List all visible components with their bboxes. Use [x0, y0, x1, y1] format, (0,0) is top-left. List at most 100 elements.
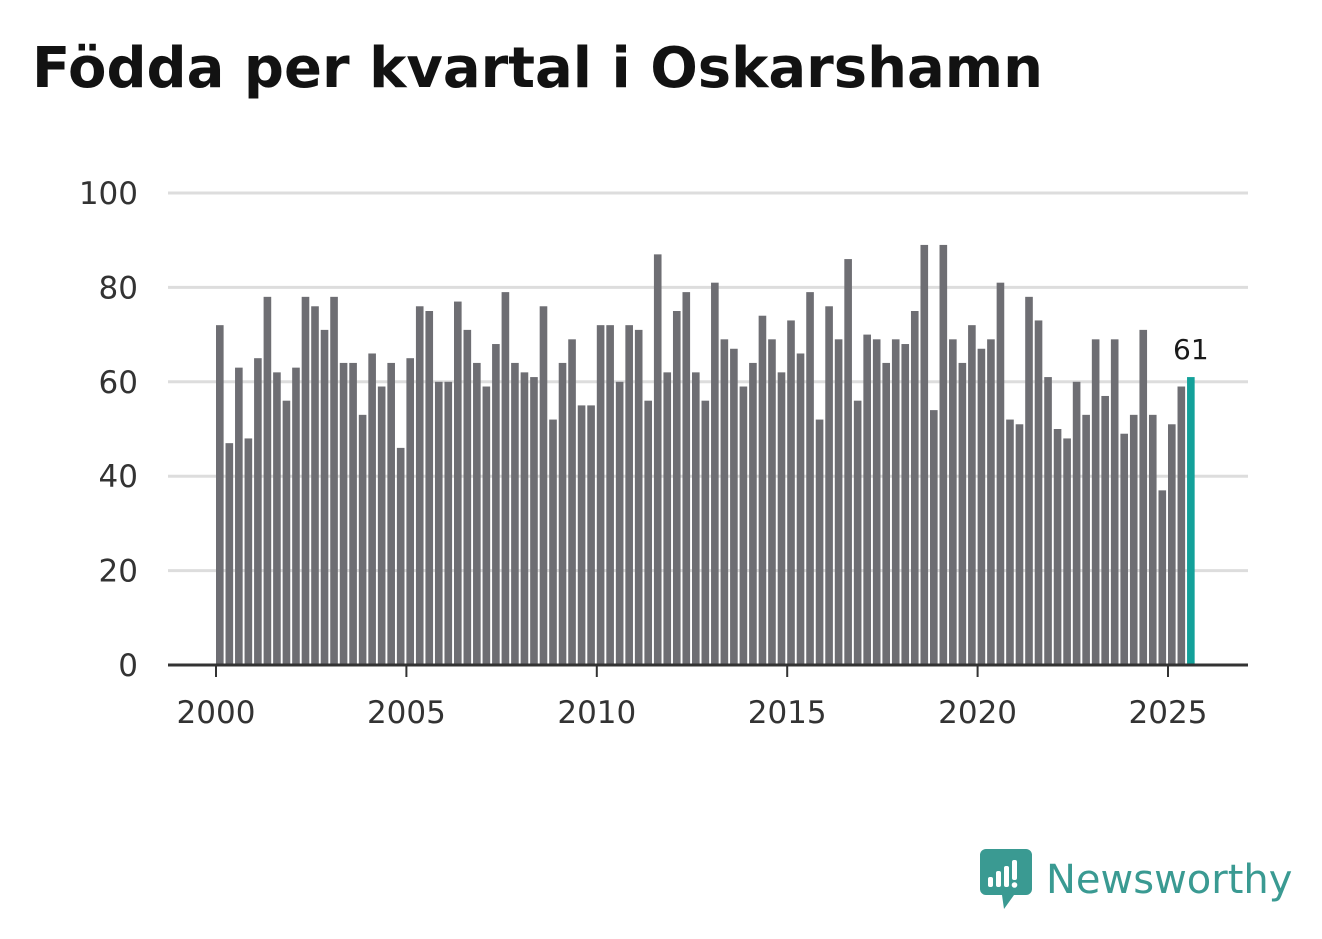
- bar: [711, 282, 719, 665]
- bar: [387, 362, 395, 665]
- bar: [958, 362, 967, 665]
- bar: [558, 362, 567, 665]
- bar: [939, 244, 948, 666]
- chart-title: Födda per kvartal i Oskarshamn: [32, 36, 1043, 101]
- bar-value-label: 61: [1173, 333, 1209, 366]
- bar: [520, 372, 529, 665]
- bar: [1006, 419, 1014, 665]
- y-tick-label-0: 0: [118, 648, 138, 684]
- bar: [844, 259, 852, 665]
- bar: [1063, 438, 1071, 665]
- tick-labels: 0 20 40 60 80 100 61 2000 2005 2010 2015 2020 2025: [79, 176, 1209, 731]
- bar: [244, 438, 253, 665]
- bar: [1044, 377, 1052, 665]
- bar: [596, 325, 605, 665]
- bar: [454, 301, 462, 665]
- bar: [968, 325, 976, 665]
- bar: [577, 405, 586, 665]
- x-tick-label-2000: 2000: [177, 695, 256, 731]
- bar: [815, 419, 824, 665]
- axes: [168, 663, 1248, 677]
- y-tick-label-60: 60: [99, 365, 138, 401]
- bar: [606, 325, 614, 665]
- bar: [482, 386, 491, 665]
- bar: [568, 339, 576, 665]
- bars: [216, 244, 1195, 666]
- bar: [530, 377, 538, 665]
- bar: [977, 348, 986, 665]
- bar: [644, 400, 653, 665]
- x-tick-label-2020: 2020: [938, 695, 1017, 731]
- bar: [891, 339, 900, 665]
- bar: [254, 358, 262, 665]
- bar: [825, 306, 833, 665]
- bar: [749, 362, 757, 665]
- bar: [615, 381, 624, 665]
- bar: [225, 443, 234, 665]
- bar: [920, 244, 929, 666]
- bar: [311, 306, 319, 665]
- bar: [1120, 433, 1129, 665]
- x-tick-label-2005: 2005: [367, 695, 446, 731]
- bar: [777, 372, 786, 665]
- bar: [301, 296, 310, 665]
- bar: [863, 334, 871, 665]
- bar: [444, 381, 453, 665]
- bar: [882, 362, 891, 665]
- bar: [930, 410, 938, 665]
- bar: [282, 400, 291, 665]
- bar: [235, 367, 243, 665]
- bar: [1177, 386, 1186, 665]
- x-tick-label-2015: 2015: [748, 695, 827, 731]
- bar: [720, 339, 729, 665]
- bar: [1034, 320, 1043, 665]
- bar: [273, 372, 281, 665]
- bar: [1025, 296, 1033, 665]
- bar: [587, 405, 595, 665]
- bar: [834, 339, 843, 665]
- bar: [501, 292, 510, 665]
- bar: [872, 339, 881, 665]
- bar: [425, 311, 434, 665]
- bar: [1148, 414, 1157, 665]
- bar-highlight: [1187, 377, 1195, 665]
- x-tick-label-2025: 2025: [1129, 695, 1208, 731]
- bar: [1168, 424, 1176, 665]
- bar: [292, 367, 300, 665]
- bar-chart: 0 20 40 60 80 100 61 2000 2005 2010 2015 2020 2025: [79, 176, 1248, 731]
- bar: [1053, 429, 1062, 665]
- bar: [368, 353, 376, 665]
- bar: [682, 292, 691, 665]
- y-tick-label-20: 20: [99, 554, 138, 590]
- y-tick-label-80: 80: [99, 270, 138, 306]
- bar: [853, 400, 862, 665]
- bar: [653, 254, 662, 666]
- bar: [768, 339, 776, 665]
- bar: [406, 358, 415, 665]
- bar: [263, 296, 272, 665]
- bar: [758, 315, 767, 665]
- bar: [473, 362, 481, 665]
- bar: [539, 306, 548, 665]
- bar: [377, 386, 386, 665]
- bar: [1015, 424, 1024, 665]
- bar: [730, 348, 738, 665]
- x-tick-label-2010: 2010: [557, 695, 636, 731]
- bar: [358, 414, 367, 665]
- bar: [1110, 339, 1119, 665]
- bar: [663, 372, 672, 665]
- newsworthy-logo-icon: [980, 849, 1032, 909]
- bar: [996, 282, 1005, 665]
- bar: [549, 419, 557, 665]
- brand-name: Newsworthy: [1046, 857, 1293, 903]
- bar: [1072, 381, 1081, 665]
- bar: [987, 339, 995, 665]
- bar: [692, 372, 700, 665]
- bar: [216, 325, 224, 665]
- bar: [672, 311, 681, 665]
- bar: [1082, 414, 1090, 665]
- bar: [625, 325, 633, 665]
- bar: [1139, 329, 1148, 665]
- brand-logo: Newsworthy: [980, 848, 1292, 912]
- bar: [349, 362, 357, 665]
